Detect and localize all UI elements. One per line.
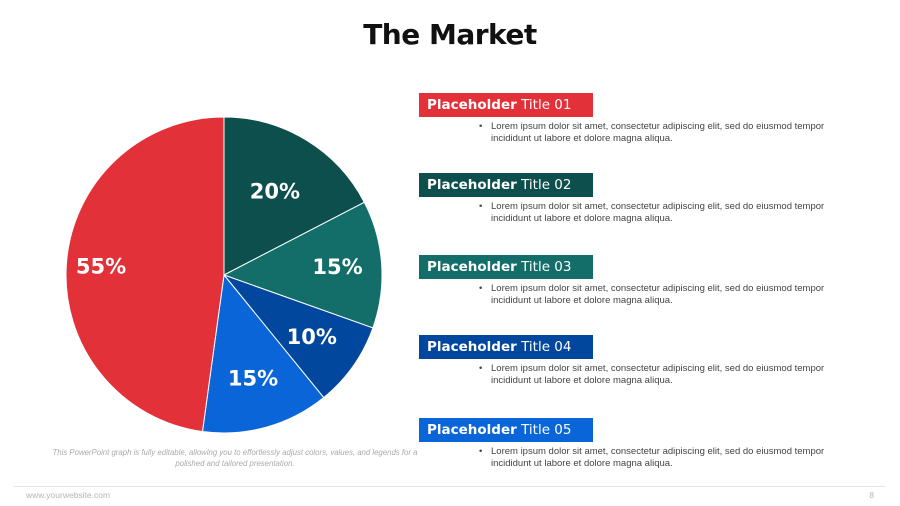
bullet-icon: • — [479, 201, 483, 212]
title-bold: Placeholder — [427, 177, 517, 193]
bullet-icon: • — [479, 283, 483, 294]
title-rest: Title 04 — [516, 339, 572, 355]
placeholder-body: • Lorem ipsum dolor sit amet, consectetur… — [479, 121, 831, 145]
body-text: Lorem ipsum dolor sit amet, consectetur … — [491, 363, 825, 386]
title-bold: Placeholder — [427, 339, 517, 355]
placeholder-item: Placeholder Title 04 • Lorem ipsum dolor s… — [419, 335, 839, 387]
placeholder-title: Placeholder Title 02 — [419, 173, 593, 197]
pie-slice-label: 15% — [228, 366, 278, 390]
pie-slice — [65, 116, 225, 433]
placeholder-title: Placeholder Title 04 — [419, 335, 593, 359]
title-rest: Title 02 — [516, 177, 572, 193]
title-bold: Placeholder — [427, 422, 517, 438]
body-text: Lorem ipsum dolor sit amet, consectetur … — [491, 121, 825, 144]
title-bold: Placeholder — [427, 259, 517, 275]
placeholder-body: • Lorem ipsum dolor sit amet, consectetur… — [479, 283, 831, 307]
pie-slice — [223, 116, 365, 276]
slide-title: The Market — [363, 18, 537, 51]
footer-divider — [14, 486, 886, 487]
placeholder-title: Placeholder Title 03 — [419, 255, 593, 279]
title-rest: Title 03 — [516, 259, 572, 275]
placeholder-title: Placeholder Title 01 — [419, 93, 593, 117]
page-number: 8 — [869, 490, 874, 500]
placeholder-body: • Lorem ipsum dolor sit amet, consectetur… — [479, 363, 831, 387]
placeholder-body: • Lorem ipsum dolor sit amet, consectetur… — [479, 201, 831, 225]
pie-slice-label: 10% — [287, 325, 337, 349]
placeholder-item: Placeholder Title 01 • Lorem ipsum dolor s… — [419, 93, 839, 145]
placeholder-body: • Lorem ipsum dolor sit amet, consectetur… — [479, 446, 831, 470]
bullet-icon: • — [479, 121, 483, 132]
pie-slice — [222, 273, 374, 399]
pie-slice — [201, 273, 325, 434]
pie-slice-label: 15% — [312, 255, 362, 279]
pie-slice-label: 20% — [250, 179, 300, 203]
placeholder-item: Placeholder Title 03 • Lorem ipsum dolor s… — [419, 255, 839, 307]
body-text: Lorem ipsum dolor sit amet, consectetur … — [491, 446, 825, 469]
title-bold: Placeholder — [427, 97, 517, 113]
body-text: Lorem ipsum dolor sit amet, consectetur … — [491, 201, 825, 224]
placeholder-item: Placeholder Title 02 • Lorem ipsum dolor s… — [419, 173, 839, 225]
pie-slice — [222, 201, 383, 329]
title-rest: Title 01 — [516, 97, 572, 113]
footer-website[interactable]: www.yourwebsite.com — [26, 490, 111, 500]
pie-slice-label: 55% — [76, 255, 126, 279]
bullet-icon: • — [479, 446, 483, 457]
placeholder-item: Placeholder Title 05 • Lorem ipsum dolor s… — [419, 418, 839, 470]
chart-note: This PowerPoint graph is fully editable,… — [52, 448, 418, 468]
bullet-icon: • — [479, 363, 483, 374]
placeholder-title: Placeholder Title 05 — [419, 418, 593, 442]
body-text: Lorem ipsum dolor sit amet, consectetur … — [491, 283, 825, 306]
title-rest: Title 05 — [516, 422, 572, 438]
